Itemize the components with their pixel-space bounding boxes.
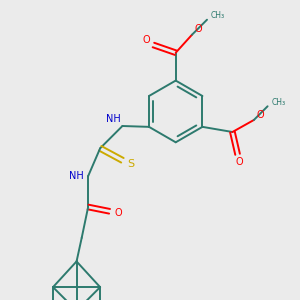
- Text: NH: NH: [106, 114, 120, 124]
- Text: O: O: [236, 157, 244, 167]
- Text: S: S: [128, 159, 135, 169]
- Text: O: O: [257, 110, 265, 120]
- Text: O: O: [143, 35, 150, 45]
- Text: CH₃: CH₃: [211, 11, 225, 20]
- Text: CH₃: CH₃: [271, 98, 285, 107]
- Text: O: O: [114, 208, 122, 218]
- Text: NH: NH: [69, 171, 83, 181]
- Text: O: O: [194, 24, 202, 34]
